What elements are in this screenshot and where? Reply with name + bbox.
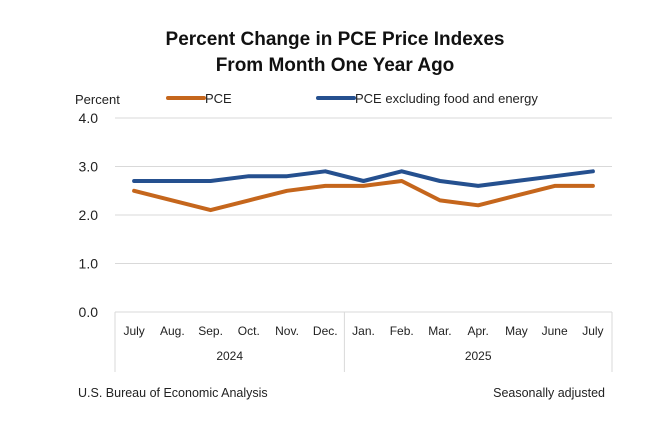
x-tick-label: Jan. — [352, 324, 375, 338]
legend-label: PCE — [205, 91, 232, 106]
x-tick-label: Oct. — [238, 324, 260, 338]
y-tick-label: 4.0 — [79, 110, 99, 126]
x-tick-label: Feb. — [390, 324, 414, 338]
series-line-pce — [132, 179, 595, 213]
y-tick-label: 0.0 — [79, 304, 99, 320]
x-tick-label: Nov. — [275, 324, 299, 338]
x-tick-label: July — [123, 324, 144, 338]
x-tick-label: June — [542, 324, 568, 338]
x-tick-label: Mar. — [428, 324, 451, 338]
x-tick-label: May — [505, 324, 528, 338]
chart-title-line-1: Percent Change in PCE Price Indexes — [165, 29, 505, 50]
y-tick-label: 1.0 — [79, 256, 99, 272]
x-tick-label: Dec. — [313, 324, 338, 338]
source-note: U.S. Bureau of Economic Analysis — [78, 386, 268, 400]
x-tick-label: Aug. — [160, 324, 185, 338]
y-axis-label: Percent — [75, 92, 120, 107]
series-line-core-pce — [132, 169, 595, 188]
year-label: 2025 — [465, 349, 492, 363]
y-tick-label: 3.0 — [79, 159, 99, 175]
seasonal-note: Seasonally adjusted — [493, 386, 605, 400]
year-label: 2024 — [216, 349, 243, 363]
chart-title-line-2: From Month One Year Ago — [215, 55, 455, 76]
x-tick-label: Sep. — [198, 324, 223, 338]
y-tick-label: 2.0 — [79, 207, 99, 223]
x-tick-label: July — [582, 324, 603, 338]
x-tick-label: Apr. — [468, 324, 489, 338]
legend-label: PCE excluding food and energy — [355, 91, 538, 106]
